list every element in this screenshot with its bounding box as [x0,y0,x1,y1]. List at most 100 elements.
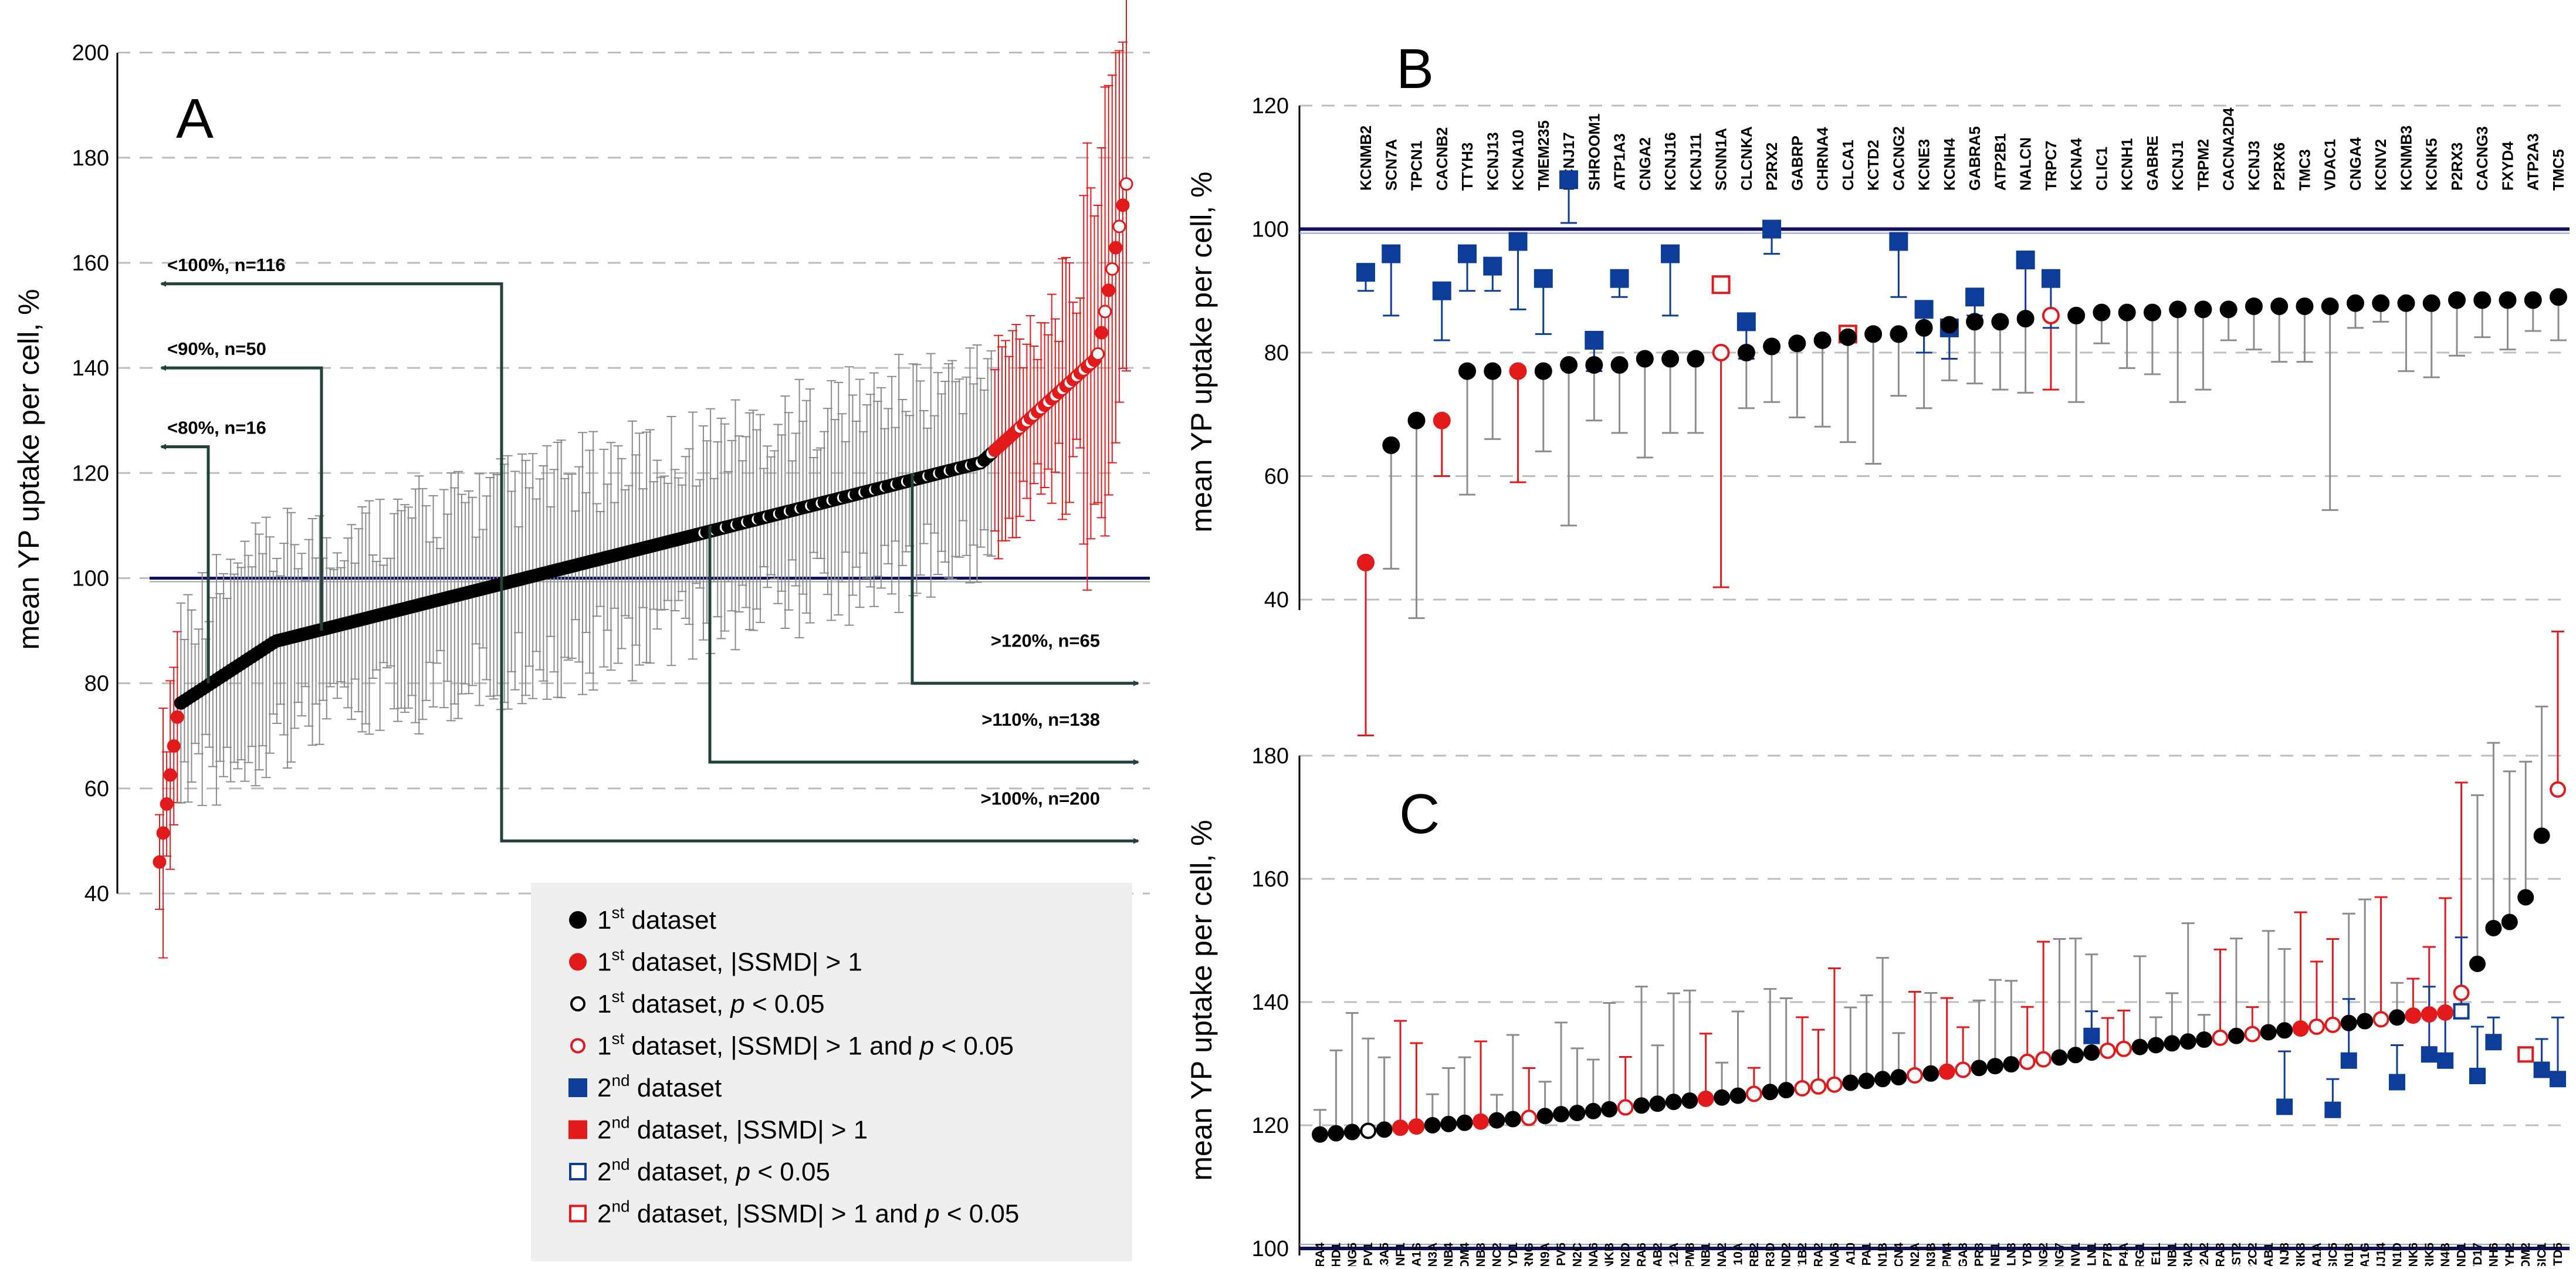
category-label: KCNMB3 [2397,126,2415,191]
category-label: SHROOM1 [1585,114,1603,191]
category-label: CHRNA4 [1814,127,1832,191]
category-label: CLCNKA [1738,126,1755,191]
data-point [1665,1094,1682,1111]
category-label: ATP1A3 [1611,133,1629,191]
data-point [1424,1117,1441,1133]
data-point [1521,1109,1538,1126]
data-point [1839,328,1857,346]
legend-label-sup: nd [611,1114,629,1132]
category-label: KCNG2 [2037,1243,2050,1266]
legend-label: 2nd dataset, |SSMD| > 1 and p < 0.05 [597,1197,1019,1229]
category-label: TRPM8 [1683,1243,1697,1266]
category-label: KCNK6 [2406,1243,2420,1266]
legend-label-sup: st [611,946,624,964]
category-label: ATP4A [2117,1243,2131,1266]
category-label: FXYD3 [2021,1243,2035,1266]
data-point [1778,1082,1795,1099]
data-point [2042,306,2060,324]
data-point [1864,325,1883,343]
data-point [1488,1112,1505,1129]
category-label: ATP6V1B2 [1796,1243,1809,1266]
data-point [2093,303,2111,322]
legend-label: 1st dataset, |SSMD| > 1 [597,946,862,977]
data-point [2228,1027,2245,1044]
data-point [1585,1102,1602,1119]
threshold-arrow [160,365,323,631]
legend-background [531,883,1132,1261]
data-square [1432,281,1451,300]
category-label: MCOLN3 [2005,1243,2018,1266]
legend-marker [570,996,585,1011]
data-point [2397,294,2415,312]
category-label: KCTD5 [2551,1243,2565,1266]
category-label: GRIN2A [1908,1243,1922,1266]
category-label: GRIA2 [2182,1243,2195,1266]
data-point [2196,1031,2213,1048]
data-point [2357,1013,2374,1030]
category-label: BEST2 [2230,1243,2243,1266]
data-point [1966,313,1984,331]
category-label: GRIN2D [1619,1243,1633,1266]
category-label: TPCN1 [1408,141,1426,191]
data-square [2388,1074,2405,1091]
data-point [1649,1095,1666,1112]
legend-label-rest: dataset, |SSMD| > 1 and [630,1200,925,1229]
data-square [1559,170,1579,189]
data-point [1553,1106,1570,1123]
legend-label-rest: dataset [624,906,716,935]
data-point [1938,1063,1955,1080]
category-label: TMC5 [2550,149,2567,191]
category-label: KCNE1L [2150,1243,2163,1266]
category-label: ATP2A3 [2524,133,2542,191]
category-label: KCNAB1 [2262,1243,2276,1266]
data-point [2260,1024,2277,1041]
category-label: GLRA2 [1812,1243,1825,1266]
category-label: GABRG1 [2134,1243,2147,1266]
data-point [170,710,184,724]
category-label: KCNAB2 [1651,1243,1664,1266]
data-point [2131,1038,2148,1055]
data-point [1729,1087,1746,1104]
category-label: SCN3A [1426,1243,1440,1266]
data-point [1874,1071,1891,1088]
category-label: KCNE3 [1915,139,1933,191]
data-point [2051,1049,2068,1066]
data-point [1617,1099,1634,1116]
data-point [1813,331,1832,349]
threshold-label: <90%, n=50 [167,339,266,359]
data-point [2099,1042,2116,1059]
threshold-label: <80%, n=16 [167,418,266,438]
data-square [2469,1068,2486,1084]
data-point [1569,1105,1586,1121]
data-point [2517,889,2534,906]
data-point [2035,1051,2052,1068]
data-square [1736,312,1756,331]
legend-marker [568,1078,587,1097]
category-label: CHRNB3 [1474,1243,1488,1266]
data-point [1119,177,1133,191]
data-point [2083,1044,2100,1061]
panel-letter-a: A [176,87,214,150]
category-label: CACNG7 [2053,1243,2067,1266]
data-square [1889,232,1908,251]
category-label: KCNA4 [2067,138,2085,191]
data-point [2422,294,2440,312]
category-label: CNGA4 [2347,137,2364,191]
data-point [2147,1037,2164,1054]
category-label: GRIN2C [1570,1243,1584,1266]
data-point [1408,1118,1425,1135]
category-label: CACNA1G [2358,1243,2372,1266]
category-label: ATP12A [1667,1243,1681,1266]
legend-label: 1st dataset, |SSMD| > 1 and p < 0.05 [597,1030,1014,1061]
data-point [2270,297,2289,316]
category-label: SCN10A [1731,1243,1745,1266]
category-label: HTR3D [1763,1243,1777,1266]
y-tick-label: 200 [72,41,109,66]
data-square [2016,251,2035,270]
data-point [2388,1009,2405,1026]
data-point [1610,356,1629,374]
category-label: ATP2C2 [2246,1243,2259,1266]
data-point [2473,291,2492,309]
